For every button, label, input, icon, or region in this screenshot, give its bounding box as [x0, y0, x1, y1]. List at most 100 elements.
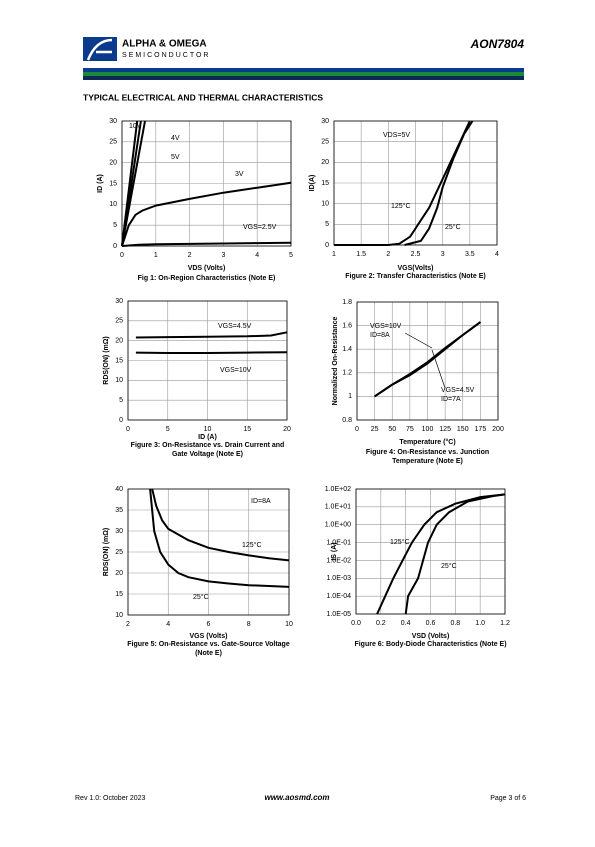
y-tick-label: 25 — [109, 139, 117, 146]
y-tick-label: 1.0E+01 — [325, 504, 351, 511]
y-tick-label: 35 — [115, 507, 123, 514]
curve-label: VGS=2.5V — [243, 224, 277, 231]
x-tick-label: 1.5 — [356, 251, 366, 258]
x-tick-label: 1.2 — [500, 620, 510, 627]
page-number: Page 3 of 6 — [490, 795, 526, 802]
x-tick-label: 3.5 — [465, 251, 475, 258]
curve — [404, 493, 506, 615]
y-tick-label: 1.0E+02 — [325, 486, 351, 493]
y-tick-label: 20 — [109, 160, 117, 167]
y-tick-label: 10 — [115, 377, 123, 384]
pointer — [431, 349, 446, 389]
y-axis-label: RDS(ON) (mΩ) — [103, 528, 110, 576]
curve — [135, 331, 288, 339]
curve-label: VGS=4.5V — [441, 387, 475, 394]
website: www.aosmd.com — [264, 793, 329, 802]
x-tick-label: 1.0 — [475, 620, 485, 627]
x-tick-label: 10 — [204, 426, 212, 433]
figure-caption: (Note E) — [195, 650, 222, 657]
y-tick-label: 20 — [321, 159, 329, 166]
x-tick-label: 20 — [283, 426, 291, 433]
band — [83, 68, 524, 72]
y-tick-label: 15 — [109, 180, 117, 187]
x-tick-label: 4 — [166, 621, 170, 628]
y-tick-label: 25 — [321, 139, 329, 146]
logo-mark — [86, 38, 113, 61]
y-tick-label: 5 — [119, 397, 123, 404]
x-tick-label: 125 — [439, 426, 451, 433]
y-tick-label: 30 — [115, 528, 123, 535]
x-tick-label: 5 — [166, 426, 170, 433]
curve-label: 125°C — [390, 538, 410, 546]
y-tick-label: 1.0E-01 — [326, 539, 351, 546]
curve-label: 10V — [129, 123, 142, 130]
x-tick-label: 50 — [388, 426, 396, 433]
x-tick-label: 2 — [188, 252, 192, 259]
x-axis-label: Temperature (°C) — [399, 438, 455, 446]
x-tick-label: 25 — [371, 426, 379, 433]
x-axis-label: VSD (Volts) — [412, 633, 450, 640]
curve — [135, 351, 288, 354]
x-tick-label: 0.0 — [351, 620, 361, 627]
band — [83, 72, 524, 76]
x-tick-label: 15 — [243, 426, 251, 433]
curve — [151, 488, 290, 562]
figure-caption: Temperature (Note E) — [392, 458, 463, 465]
x-tick-label: 4 — [495, 251, 499, 258]
y-tick-label: 5 — [113, 222, 117, 229]
x-tick-label: 0.6 — [426, 620, 436, 627]
y-tick-label: 1.4 — [342, 346, 352, 353]
plot-frame — [333, 120, 498, 246]
x-tick-label: 2.5 — [411, 251, 421, 258]
x-tick-label: 75 — [406, 426, 414, 433]
figure-caption: Figure 6: Body-Diode Characteristics (No… — [354, 641, 506, 648]
curve — [121, 120, 142, 247]
y-tick-label: 10 — [321, 201, 329, 208]
band — [83, 76, 524, 80]
y-tick-label: 0 — [325, 242, 329, 249]
y-tick-label: 30 — [109, 118, 117, 125]
curve-label: VGS=10V — [370, 323, 402, 330]
x-tick-label: 150 — [457, 426, 469, 433]
y-tick-label: 1.0E-04 — [326, 593, 351, 600]
curve-label: 125°C — [242, 541, 262, 549]
x-tick-label: 6 — [207, 621, 211, 628]
y-tick-label: 1.2 — [342, 370, 352, 377]
y-tick-label: 1.6 — [342, 322, 352, 329]
curve-label: 25°C — [193, 593, 209, 601]
figure-caption: Gate Voltage (Note E) — [172, 451, 243, 458]
curve-label: 25°C — [441, 562, 457, 570]
division: SEMICONDUCTOR — [122, 52, 210, 59]
x-tick-label: 2 — [126, 621, 130, 628]
y-tick-label: 30 — [115, 298, 123, 305]
x-tick-label: 8 — [247, 621, 251, 628]
curve-label: VGS=10V — [220, 367, 252, 374]
x-tick-label: 3 — [221, 252, 225, 259]
x-axis-label: VGS (Volts) — [190, 633, 228, 640]
x-axis-label: ID (A) — [198, 434, 217, 441]
y-axis-label: IS (A) — [331, 542, 338, 560]
y-axis-label: Normalized On-Resistance — [332, 317, 339, 406]
y-axis-label: ID (A) — [97, 174, 104, 193]
curve-label: 5V — [171, 154, 180, 161]
y-tick-label: 20 — [115, 338, 123, 345]
section-title: TYPICAL ELECTRICAL AND THERMAL CHARACTER… — [83, 92, 323, 102]
x-tick-label: 2 — [386, 251, 390, 258]
plot-frame — [127, 300, 288, 421]
y-tick-label: 0 — [113, 243, 117, 250]
curve — [376, 493, 506, 615]
y-tick-label: 0 — [119, 417, 123, 424]
x-tick-label: 0 — [120, 252, 124, 259]
x-tick-label: 5 — [289, 252, 293, 259]
revision: Rev 1.0: October 2023 — [75, 795, 146, 802]
annotation: VDS=5V — [383, 132, 410, 139]
curve — [404, 120, 474, 246]
y-tick-label: 1 — [348, 393, 352, 400]
x-tick-label: 1 — [332, 251, 336, 258]
y-tick-label: 25 — [115, 318, 123, 325]
curve — [149, 488, 290, 588]
plot-frame — [355, 488, 506, 615]
figure-caption: Figure 5: On-Resistance vs. Gate-Source … — [127, 641, 290, 648]
